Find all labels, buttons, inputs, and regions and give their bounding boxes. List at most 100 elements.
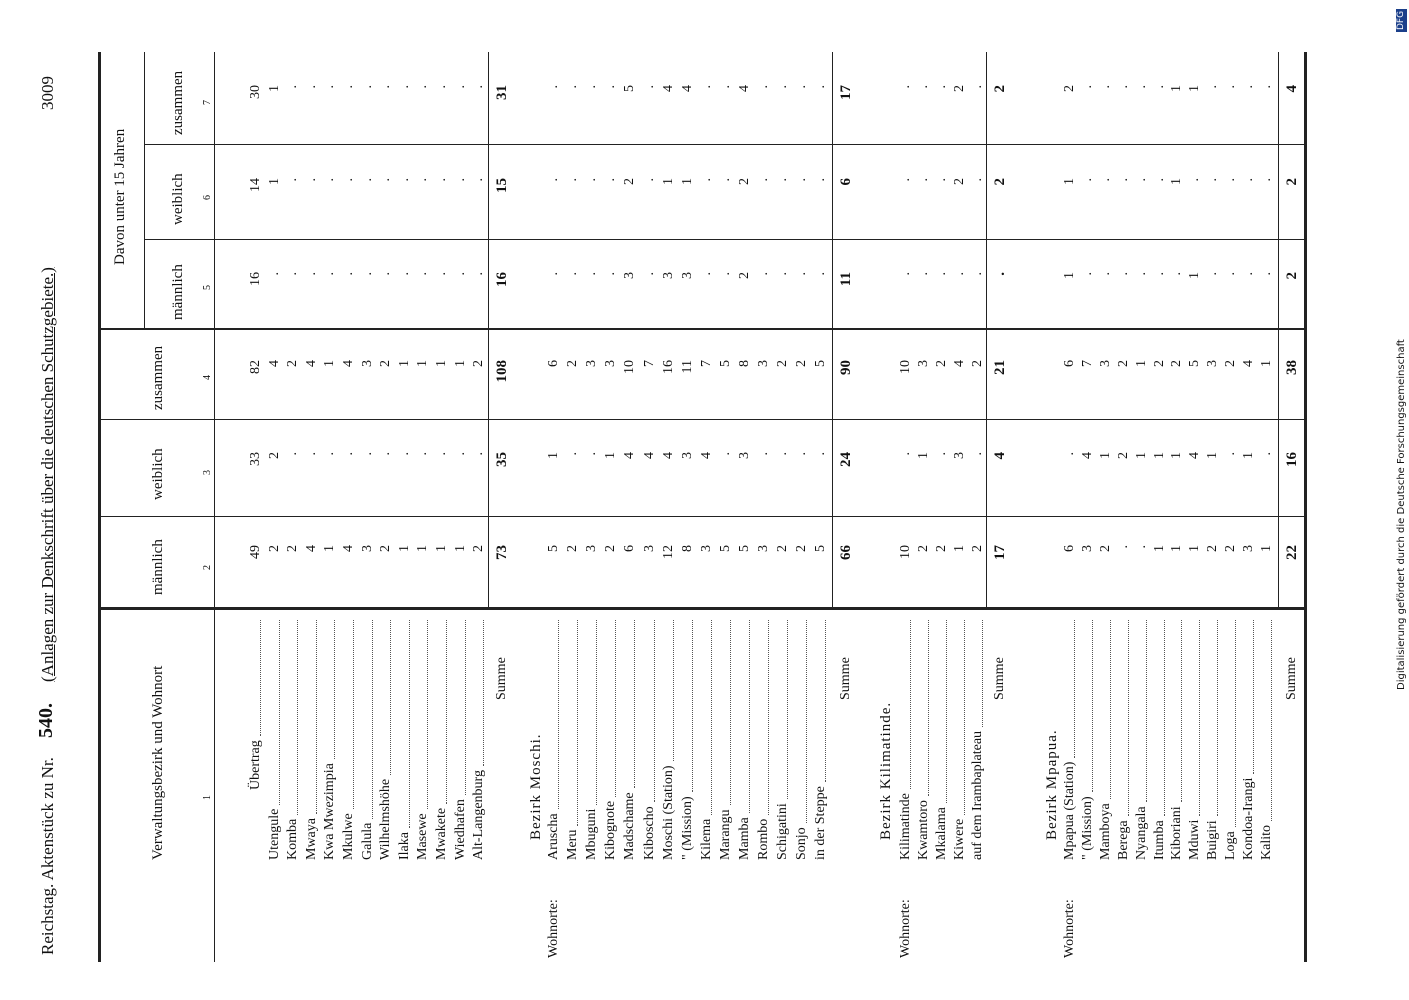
place-name: Kiboriani — [1169, 806, 1185, 860]
cell-value: . — [775, 272, 791, 276]
cell-value: . — [916, 272, 931, 276]
cell-value: 4 — [952, 360, 967, 367]
cell-value: 2 — [916, 545, 931, 552]
column-number: 4 — [202, 375, 213, 380]
cell-value: 1 — [415, 545, 431, 552]
cell-value: 6 — [1062, 545, 1077, 552]
sum-value: 6 — [838, 178, 854, 186]
cell-value: 3 — [698, 545, 714, 552]
place-name: Mkulwe — [341, 813, 356, 860]
sum-value: . — [992, 272, 1008, 276]
cell-value: . — [603, 178, 619, 182]
cell-value: 3 — [1097, 360, 1113, 367]
cell-value: . — [756, 452, 772, 456]
cell-value: . — [285, 452, 301, 456]
sum-value: 16 — [494, 272, 510, 287]
cell-value: . — [584, 272, 600, 276]
dot-leader — [749, 620, 750, 814]
dot-leader — [1109, 620, 1111, 800]
place-name: Mduwi — [1187, 819, 1203, 860]
place-name: Mwakete — [434, 807, 449, 860]
sum-label: Summe — [992, 657, 1007, 700]
cell-value: 1 — [434, 545, 449, 552]
place-name: Kilimatinde — [898, 793, 913, 860]
cell-value: 2 — [1115, 360, 1131, 367]
cell-value: . — [1223, 178, 1239, 182]
sum-label: Summe — [1284, 657, 1299, 700]
column-number: 7 — [202, 100, 213, 105]
dot-leader — [446, 620, 447, 804]
cell-value: 2 — [565, 545, 581, 552]
cell-value: . — [378, 178, 394, 182]
cell-value: 4 — [341, 360, 356, 367]
cell-value: . — [322, 85, 338, 89]
cell-value: . — [717, 85, 733, 89]
cell-value: . — [471, 452, 487, 456]
cell-value: . — [1205, 85, 1221, 89]
cell-value: 3 — [756, 545, 772, 552]
cell-value: . — [1097, 272, 1113, 276]
dot-leader — [787, 620, 789, 800]
cell-value: . — [471, 85, 487, 89]
dot-leader — [464, 620, 466, 796]
cell-value: 1 — [322, 360, 338, 367]
cell-value: . — [1258, 178, 1274, 182]
cell-value: . — [341, 85, 356, 89]
cell-value: . — [1133, 85, 1149, 89]
cell-value: . — [415, 178, 431, 182]
place-name: Kondoa-Irangi — [1241, 777, 1256, 860]
cell-value: . — [1169, 272, 1185, 276]
cell-value: . — [341, 452, 356, 456]
cell-value: 3 — [1079, 545, 1095, 552]
sum-rule — [488, 52, 489, 607]
cell-value: 3 — [916, 360, 931, 367]
sum-value: 17 — [838, 85, 854, 100]
sum-value: 38 — [1284, 360, 1300, 375]
sum-label: Summe — [494, 657, 509, 700]
dot-leader — [297, 620, 299, 815]
cell-value: 3 — [756, 360, 772, 367]
place-name: Buigiri — [1205, 820, 1221, 860]
cell-value: . — [584, 452, 600, 456]
cell-value: 1 — [1187, 272, 1203, 279]
cell-value: . — [359, 178, 375, 182]
cell-value: 3 — [622, 272, 638, 279]
cell-value: . — [1223, 452, 1239, 456]
cell-value: 2 — [266, 545, 282, 552]
place-name: Kilema — [698, 818, 714, 860]
cell-value: 3 — [359, 545, 375, 552]
cell-value: 2 — [934, 545, 949, 552]
sum-value: 4 — [1284, 85, 1300, 93]
cell-value: 6 — [1062, 360, 1077, 367]
dot-leader — [278, 620, 280, 805]
cell-value: 1 — [1097, 452, 1113, 459]
cell-value: . — [1205, 272, 1221, 276]
section-title: Bezirk Mpapua. — [1044, 729, 1060, 840]
cell-value: . — [794, 85, 810, 89]
place-name: Galula — [359, 822, 375, 860]
cell-value: 2 — [471, 360, 487, 367]
place-name: Kwamtoro — [916, 800, 931, 860]
cell-value: 2 — [1205, 545, 1221, 552]
cell-value: 2 — [266, 452, 282, 459]
cell-value: 2 — [737, 272, 752, 279]
dot-leader — [353, 620, 354, 810]
sum-value: 2 — [1284, 272, 1300, 280]
cell-value: 1 — [266, 178, 282, 185]
cell-value: . — [1258, 272, 1274, 276]
cell-value: . — [452, 452, 468, 456]
place-name: Mbuguni — [584, 808, 600, 860]
sum-value: 66 — [838, 545, 854, 560]
dot-leader — [1270, 620, 1272, 821]
sum-value: 2 — [992, 178, 1008, 186]
cell-value: . — [396, 452, 412, 456]
sum-value: 21 — [992, 360, 1008, 375]
table-top-rule — [98, 52, 101, 962]
cell-value: 1 — [952, 545, 967, 552]
header-right: (Anlagen zur Denkschrift über die deutsc… — [38, 267, 57, 682]
cell-value: . — [1151, 272, 1167, 276]
cell-value: 1 — [603, 452, 619, 459]
cell-value: 1 — [1151, 452, 1167, 459]
